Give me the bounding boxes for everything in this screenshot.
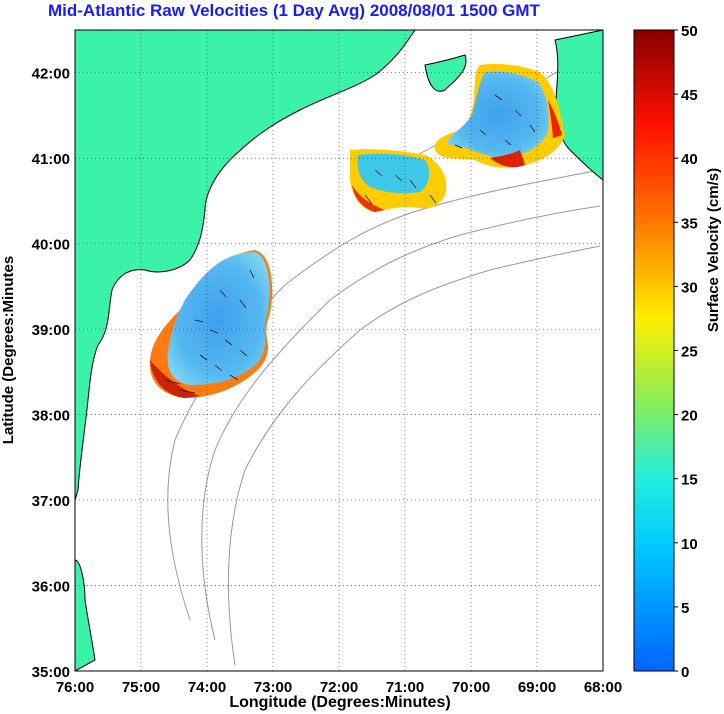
velocity-region-north [434, 63, 565, 168]
x-tick-label: 71:00 [386, 679, 424, 696]
x-tick-label: 74:00 [188, 679, 226, 696]
colorbar-tick-label: 5 [681, 600, 689, 617]
y-tick-label: 37:00 [32, 493, 70, 510]
colorbar-tick-label: 45 [681, 87, 698, 104]
colorbar-tick-label: 15 [681, 472, 698, 489]
y-tick-label: 35:00 [32, 664, 70, 681]
velocity-region-middle [350, 149, 447, 212]
x-tick-label: 75:00 [122, 679, 160, 696]
x-tick-label: 68:00 [584, 679, 622, 696]
colorbar-tick-label: 25 [681, 344, 698, 361]
colorbar-tick-label: 10 [681, 536, 698, 553]
y-tick-label: 38:00 [32, 408, 70, 425]
y-tick-labels: 42:00 41:00 40:00 39:00 38:00 37:00 36:00 35:00 [32, 66, 70, 681]
grid-lines [75, 30, 603, 671]
colorbar-tick-label: 35 [681, 215, 698, 232]
map-frame [74, 29, 604, 672]
colorbar-tick-label: 0 [681, 664, 689, 681]
colorbar-tick-label: 50 [681, 23, 698, 40]
x-tick-labels: 76:00 75:00 74:00 73:00 72:00 71:00 70:00 69:00… [56, 679, 622, 696]
y-tick-label: 41:00 [32, 151, 70, 168]
x-tick-label: 72:00 [320, 679, 358, 696]
map-title: Mid-Atlantic Raw Velocities (1 Day Avg) … [48, 1, 540, 20]
x-tick-label: 76:00 [56, 679, 94, 696]
colorbar-tick-label: 30 [681, 279, 698, 296]
x-tick-label: 70:00 [452, 679, 490, 696]
y-tick-label: 39:00 [32, 322, 70, 339]
velocity-vectors [164, 94, 536, 394]
y-tick-label: 40:00 [32, 237, 70, 254]
velocity-region-south [149, 250, 273, 398]
colorbar-tick-label: 40 [681, 151, 698, 168]
x-tick-label: 69:00 [518, 679, 556, 696]
colorbar [633, 29, 675, 672]
land [75, 30, 603, 671]
y-tick-label: 36:00 [32, 579, 70, 596]
y-tick-label: 42:00 [32, 66, 70, 83]
colorbar-tick-label: 20 [681, 408, 698, 425]
x-tick-label: 73:00 [254, 679, 292, 696]
x-axis-label: Longitude (Degrees:Minutes) [229, 694, 451, 711]
